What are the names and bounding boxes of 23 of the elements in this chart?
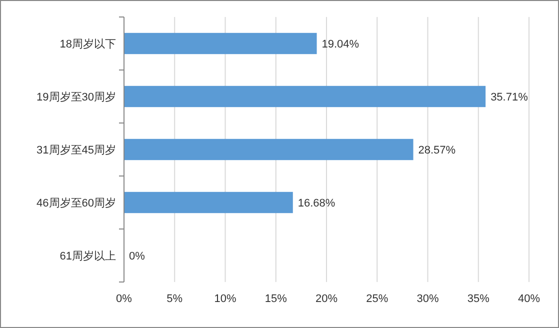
x-tick-label: 30% [416, 293, 439, 305]
x-tick-label: 5% [166, 293, 183, 305]
x-tick-label: 25% [366, 293, 388, 305]
data-label: 16.68% [298, 197, 336, 210]
y-tick-label: 18周岁以下 [60, 37, 116, 50]
data-label: 19.04% [322, 38, 360, 50]
bar [124, 32, 317, 54]
y-tick-label: 46周岁至60周岁 [36, 197, 116, 210]
x-tick-label: 0% [116, 293, 132, 305]
x-tick-label: 35% [467, 293, 490, 305]
x-tick-label: 10% [214, 293, 236, 305]
data-label: 28.57% [418, 144, 456, 156]
x-tick-label: 40% [518, 293, 540, 305]
bar [124, 138, 414, 160]
bar [124, 192, 293, 214]
y-tick-label: 31周岁至45周岁 [36, 144, 116, 156]
y-tick-label: 61周岁以上 [60, 249, 116, 262]
x-tick-label: 20% [315, 293, 338, 305]
data-label: 35.71% [490, 91, 528, 104]
data-label: 0% [129, 250, 146, 262]
bar [124, 86, 486, 108]
x-tick-label: 15% [264, 293, 288, 305]
y-tick-label: 19周岁至30周岁 [36, 91, 116, 104]
